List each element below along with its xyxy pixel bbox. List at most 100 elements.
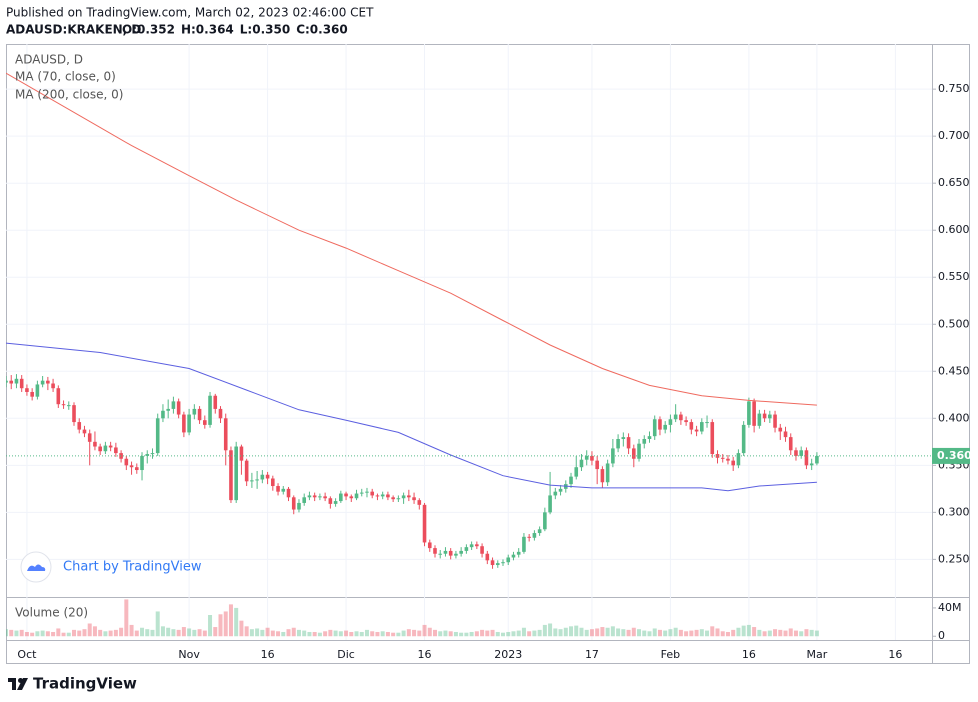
volume-bar (725, 631, 730, 637)
volume-bar (621, 629, 626, 637)
y-tick-label: 0.550 (938, 270, 970, 283)
brand-logo: TradingView (8, 675, 137, 693)
watermark-icon (27, 564, 46, 571)
candle-body (788, 437, 793, 451)
volume-bar (746, 624, 751, 637)
x-tick-label: 16 (742, 648, 756, 661)
volume-bar (412, 629, 417, 637)
volume-bar (793, 630, 798, 637)
candle-body (417, 500, 422, 505)
candle-body (726, 458, 730, 461)
x-tick-label: 2023 (494, 648, 522, 661)
volume-title: Volume (20) (15, 606, 88, 620)
candle-body (501, 562, 505, 564)
volume-bar (140, 627, 145, 637)
volume-bar (752, 627, 757, 637)
volume-bar (689, 630, 694, 637)
candle-body (490, 560, 495, 566)
volume-bar (103, 631, 108, 637)
candle-body (197, 408, 202, 421)
volume-bar (51, 631, 56, 637)
volume-bar (694, 629, 699, 637)
candle-body (705, 422, 709, 424)
volume-bar (720, 631, 725, 637)
volume-bar (234, 607, 239, 637)
volume-bar (6, 629, 8, 637)
volume-bar (569, 626, 574, 637)
watermark-text: Chart by TradingView (63, 560, 202, 575)
candle-body (459, 550, 463, 554)
volume-bar (24, 631, 29, 637)
volume-bar (9, 629, 14, 637)
volume-bar (380, 631, 385, 637)
volume-bar (108, 630, 113, 637)
volume-bar (537, 629, 542, 637)
candle-body (443, 550, 448, 554)
volume-bar (134, 630, 139, 637)
volume-bar (511, 631, 516, 637)
volume-bar (678, 629, 683, 637)
x-tick-label: 16 (888, 648, 902, 661)
candle-body (464, 547, 469, 551)
volume-bar (171, 629, 176, 637)
volume-bar (249, 629, 254, 637)
candle-body (757, 413, 762, 426)
candle-body (569, 476, 573, 485)
candle-body (684, 420, 688, 423)
volume-bar (270, 630, 275, 637)
volume-bar (72, 629, 77, 637)
ma-line (6, 342, 817, 492)
candle-body (454, 553, 458, 556)
volume-bar (255, 628, 260, 637)
volume-bar (124, 599, 129, 637)
volume-bar (448, 631, 453, 637)
candle-body (537, 529, 542, 534)
volume-bar (663, 630, 668, 637)
volume-bar (767, 630, 772, 637)
candle-body (87, 433, 92, 442)
candle-body (700, 422, 704, 432)
volume-bar (150, 629, 155, 637)
volume-bar (642, 630, 647, 637)
candle-body (548, 495, 552, 513)
candle-body (307, 495, 312, 498)
legend-entry: MA (200, close, 0) (15, 88, 123, 102)
last-price-box (932, 447, 970, 464)
candle-body (359, 492, 364, 494)
x-tick-label: Dic (337, 648, 355, 661)
candle-body (161, 410, 165, 419)
volume-bar (637, 629, 642, 637)
candle-body (495, 563, 500, 566)
candle-body (19, 378, 24, 389)
candle-body (255, 479, 259, 481)
candle-body (631, 448, 636, 459)
volume-bar (218, 614, 223, 637)
candle-body (799, 450, 804, 456)
candle-body (663, 424, 667, 430)
candle-body (380, 494, 385, 497)
candle-body (668, 419, 673, 425)
candle-body (422, 504, 427, 543)
candle-body (30, 391, 34, 397)
candle-body (150, 453, 155, 455)
candle-body (736, 453, 741, 466)
volume-bar (773, 629, 778, 637)
volume-bar (417, 630, 422, 637)
volume-bar (673, 627, 678, 637)
volume-bar (778, 629, 783, 637)
volume-bar (453, 631, 458, 637)
symbol: ADAUSD:KRAKEN, D (6, 23, 141, 37)
candle-body (82, 429, 87, 434)
volume-bar (244, 626, 249, 637)
candle-body (475, 544, 479, 547)
y-tick-label: 0.700 (938, 129, 970, 142)
volume-bar (312, 631, 317, 637)
candle-body (297, 502, 301, 510)
candle-body (40, 380, 45, 385)
volume-bar (527, 631, 532, 637)
volume-bar (459, 632, 464, 637)
candle-body (6, 380, 8, 383)
volume-bar (56, 628, 61, 637)
volume-bar (213, 627, 218, 637)
